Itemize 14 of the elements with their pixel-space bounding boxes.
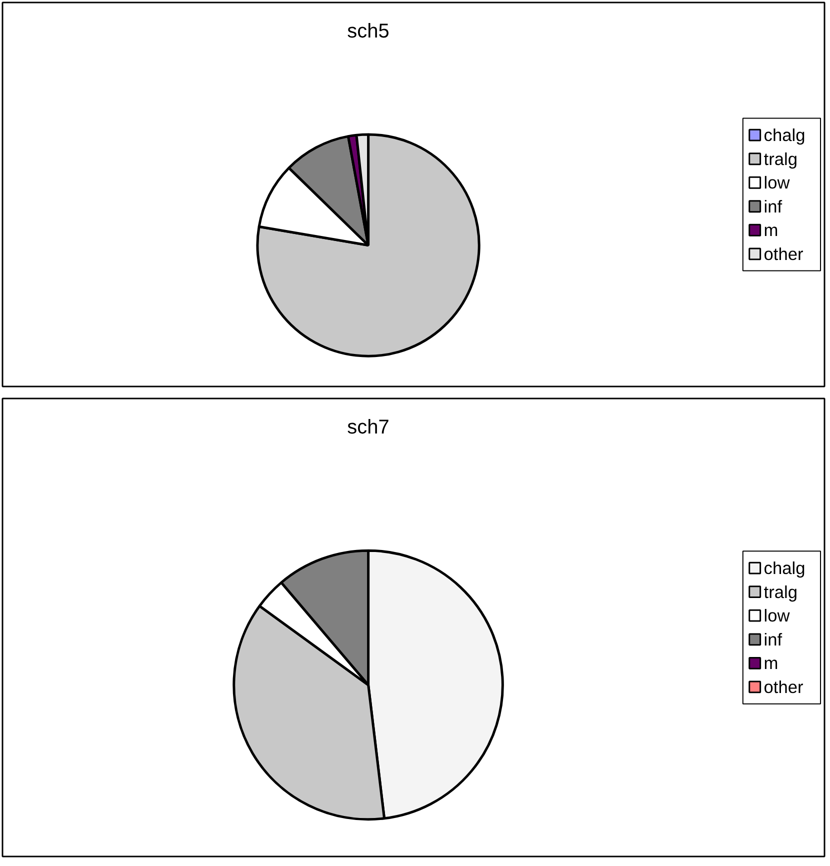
legend-label: chalg — [764, 125, 806, 146]
legend-label: tralg — [764, 148, 798, 169]
legend-label: chalg — [764, 558, 806, 578]
legend-label: other — [764, 676, 804, 697]
chart-title: sch7 — [347, 416, 390, 438]
legend-label: m — [764, 653, 778, 674]
chart-title: sch5 — [347, 20, 390, 42]
legend-label: inf — [764, 196, 782, 216]
legend-label: other — [764, 244, 804, 264]
legend-label: low — [764, 606, 790, 626]
legend-label: tralg — [764, 582, 798, 602]
legend-label: m — [764, 220, 778, 240]
legend-label: inf — [764, 629, 782, 650]
legend-label: low — [764, 172, 790, 193]
